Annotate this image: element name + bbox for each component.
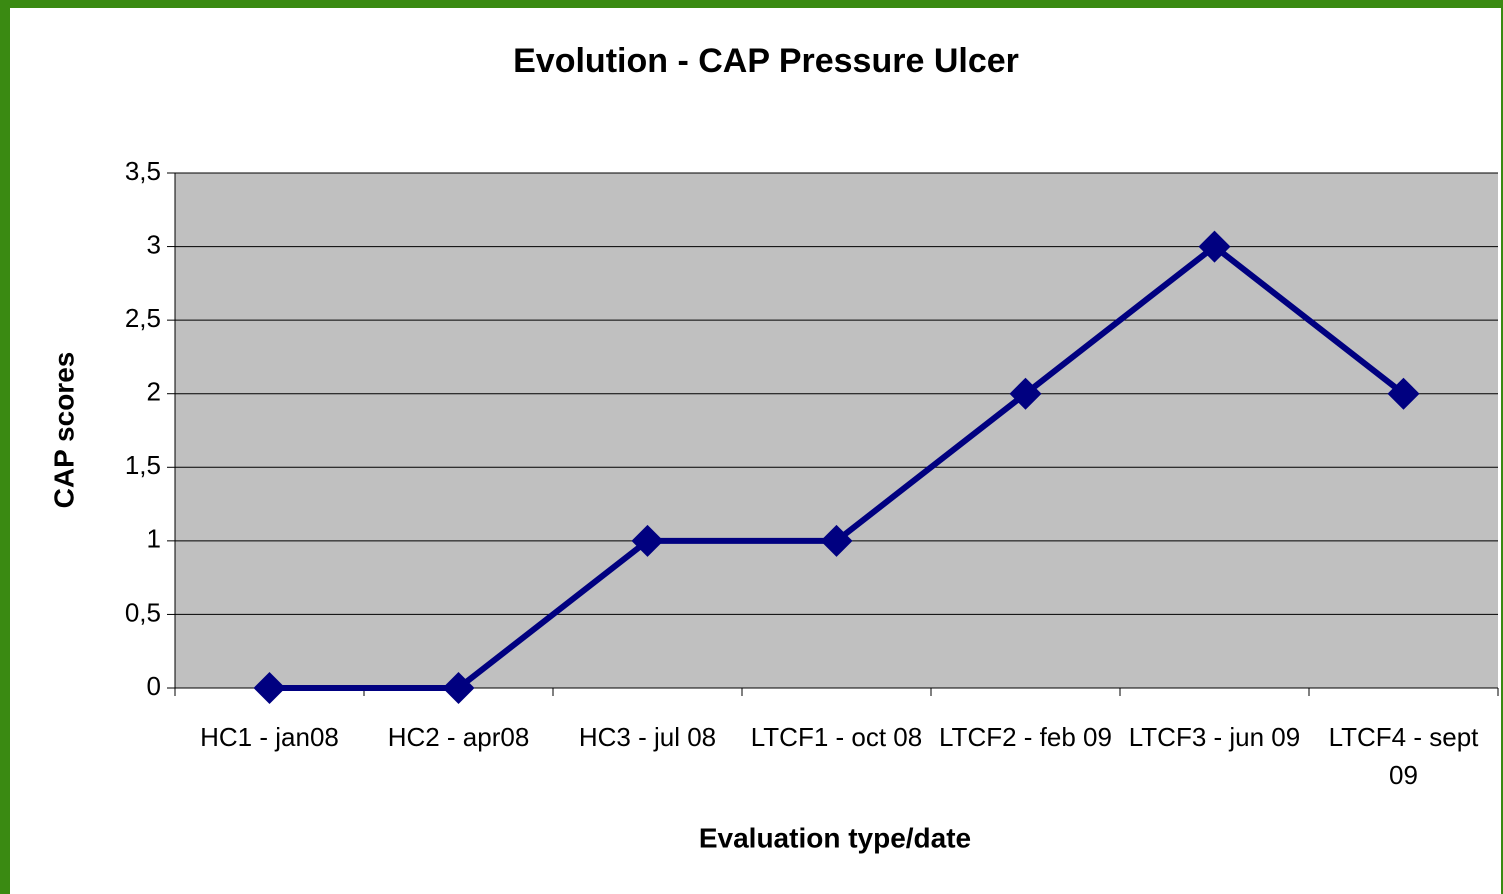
x-axis-title: Evaluation type/date — [699, 822, 971, 853]
y-tick-label: 2 — [147, 377, 161, 407]
y-tick-label: 1 — [147, 524, 161, 554]
y-tick-label: 3,5 — [125, 156, 161, 186]
marker — [253, 672, 286, 704]
y-tick-label: 2,5 — [125, 303, 161, 333]
marker — [1009, 377, 1042, 410]
x-tick-label: HC2 - apr08 — [387, 722, 530, 752]
marker — [820, 524, 853, 557]
y-tick-label: 0,5 — [125, 597, 161, 627]
x-tick-label: LTCF3 - jun 09 — [1128, 722, 1301, 752]
marker — [1387, 377, 1420, 410]
x-tick-label: LTCF1 - oct 08 — [750, 722, 923, 752]
y-tick-label: 0 — [147, 671, 161, 701]
x-tick-label: HC1 - jan08 — [200, 722, 339, 752]
x-tick-label: LTCF2 - feb 09 — [939, 722, 1112, 752]
marker — [442, 672, 475, 704]
plot-area — [175, 173, 1498, 688]
y-tick-label: 1,5 — [125, 450, 161, 480]
x-tick-label: HC3 - jul 08 — [578, 722, 717, 752]
chart-title: Evolution - CAP Pressure Ulcer — [513, 42, 1019, 80]
marker — [1198, 230, 1231, 263]
y-axis-title: CAP scores — [48, 352, 79, 509]
marker — [631, 524, 664, 557]
x-tick-label: LTCF4 - sept 09 — [1328, 722, 1479, 790]
y-tick-label: 3 — [147, 229, 161, 259]
